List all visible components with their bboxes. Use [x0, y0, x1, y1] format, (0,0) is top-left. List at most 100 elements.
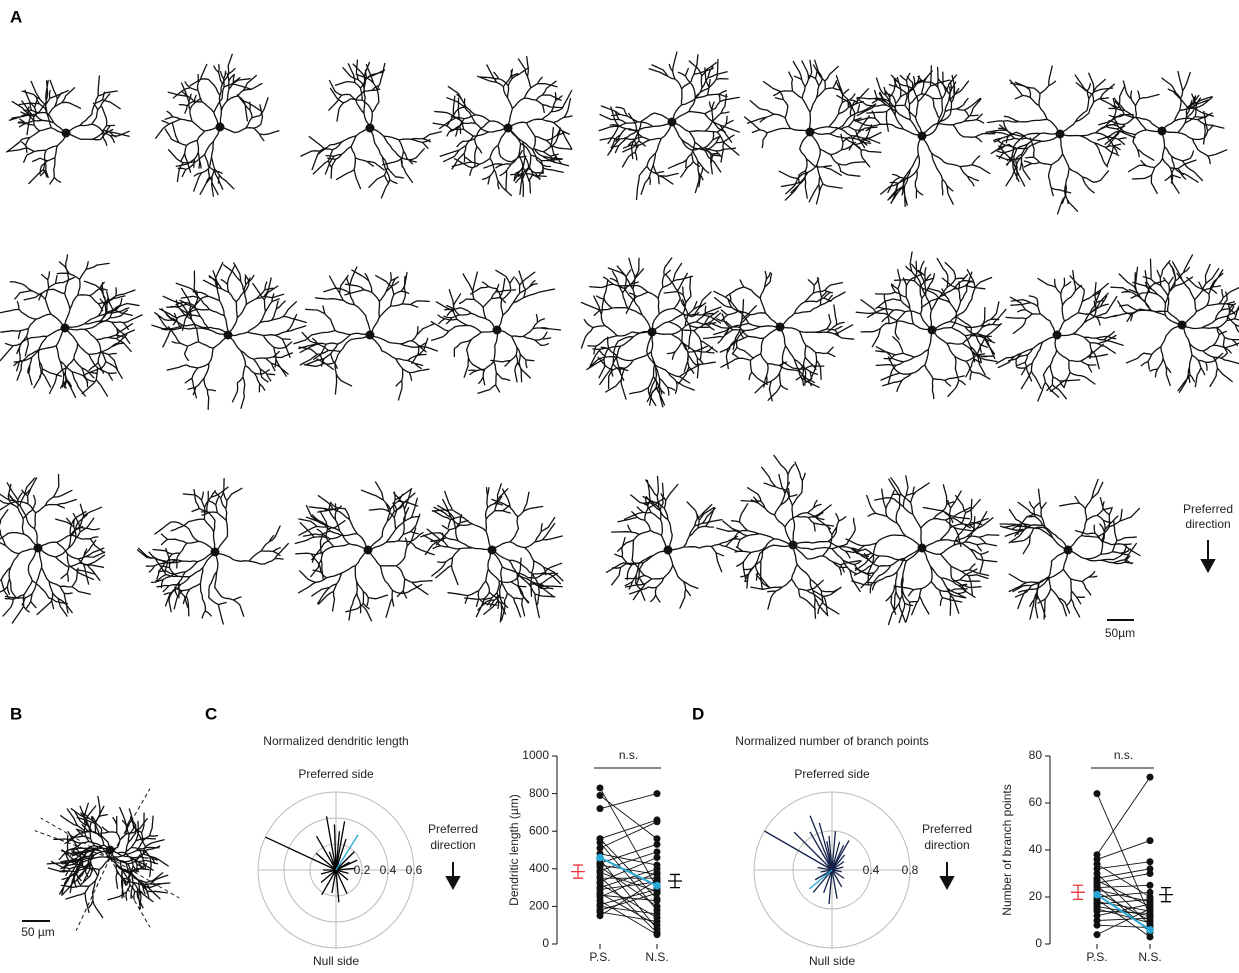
soma [1178, 321, 1187, 330]
dot [654, 790, 661, 797]
x-tick-label: P.S. [1086, 950, 1107, 964]
chart-title: Normalized number of branch points [735, 734, 928, 748]
pair-line [600, 854, 657, 865]
neuron-dendrites [599, 52, 739, 199]
y-tick-label: 0 [1035, 936, 1042, 950]
soma [806, 128, 815, 137]
pair-line [1097, 869, 1150, 878]
arrow [447, 862, 459, 888]
y-tick-label: 80 [1029, 748, 1043, 762]
y-tick-label: 60 [1029, 795, 1043, 809]
axis-label: Null side [809, 954, 855, 968]
dot [654, 931, 661, 938]
highlight-dot [653, 882, 661, 890]
pair-line [600, 795, 657, 838]
soma [493, 326, 502, 335]
neuron-dendrites [704, 271, 854, 401]
soma [61, 324, 70, 333]
dot [654, 869, 661, 876]
soma [211, 548, 220, 557]
highlight-dot [596, 854, 604, 862]
y-tick-label: 40 [1029, 842, 1043, 856]
soma [366, 331, 375, 340]
soma [1056, 130, 1065, 139]
panel-label: A [10, 7, 22, 26]
pair-line [1097, 885, 1150, 887]
dot [654, 897, 661, 904]
soma [1053, 331, 1062, 340]
mean-error-bar [1071, 885, 1085, 899]
scale-bar-label: 50µm [1105, 626, 1135, 640]
neuron-dendrites [0, 475, 105, 624]
dot [654, 918, 661, 925]
pair-line [600, 794, 657, 809]
soma [776, 323, 785, 332]
dot [1147, 837, 1154, 844]
x-tick-label: N.S. [1138, 950, 1161, 964]
neuron-dendrites [294, 267, 438, 400]
soma [668, 118, 677, 127]
soma [106, 846, 115, 855]
soma [928, 326, 937, 335]
soma [488, 546, 497, 555]
x-tick-label: P.S. [589, 950, 610, 964]
soma [366, 124, 375, 133]
panel-label: D [692, 704, 704, 723]
soma [918, 132, 927, 141]
panel-label: B [10, 704, 22, 723]
soma [1064, 546, 1073, 555]
y-tick-label: 200 [529, 899, 549, 913]
y-tick-label: 800 [529, 786, 549, 800]
y-tick-label: 400 [529, 861, 549, 875]
direction-text: Preferred [428, 822, 478, 836]
dot [1094, 790, 1101, 797]
dot [654, 910, 661, 917]
dot [654, 818, 661, 825]
pair-line [600, 820, 657, 839]
mean-error-bar [571, 865, 585, 878]
polar-line [265, 837, 336, 870]
y-tick-label: 20 [1029, 889, 1043, 903]
dot [1147, 915, 1154, 922]
dot [1147, 774, 1154, 781]
figure: A B C D Preferred direction 50µm 50 µm P… [0, 0, 1239, 973]
pair-line [1097, 794, 1150, 916]
soma [364, 546, 373, 555]
direction-text: direction [430, 838, 475, 852]
y-axis-label: Dendritic length (µm) [507, 794, 521, 906]
neuron-dendrites [433, 57, 572, 197]
direction-text: direction [924, 838, 969, 852]
r-tick-label: 0.4 [380, 863, 397, 877]
dot [597, 805, 604, 812]
pair-line [600, 889, 657, 904]
dot [1147, 870, 1154, 877]
direction-text: direction [1185, 517, 1230, 531]
r-tick-label: 0.6 [406, 863, 423, 877]
pair-line [600, 839, 657, 899]
y-tick-label: 0 [542, 936, 549, 950]
dot [597, 792, 604, 799]
r-tick-label: 0.2 [354, 863, 371, 877]
pair-line [1097, 881, 1150, 907]
soma [664, 546, 673, 555]
y-tick-label: 1000 [522, 748, 549, 762]
dot [597, 784, 604, 791]
r-tick-label: 0.8 [902, 863, 919, 877]
dot [654, 854, 661, 861]
x-tick-label: N.S. [645, 950, 668, 964]
pair-line [600, 901, 657, 935]
dot [654, 841, 661, 848]
dot [1094, 931, 1101, 938]
scale-bar-label: 50 µm [21, 925, 55, 939]
pair-line [600, 912, 657, 921]
dot [1147, 889, 1154, 896]
panel-label: C [205, 704, 217, 723]
highlight-dot [1146, 926, 1154, 934]
highlight-dot [1093, 891, 1101, 899]
soma [1158, 127, 1167, 136]
annotation: n.s. [1114, 748, 1133, 762]
axis-label: Null side [313, 954, 359, 968]
neuron-dendrites [1111, 255, 1239, 392]
r-tick-label: 0.4 [863, 863, 880, 877]
chart-title: Normalized dendritic length [263, 734, 408, 748]
